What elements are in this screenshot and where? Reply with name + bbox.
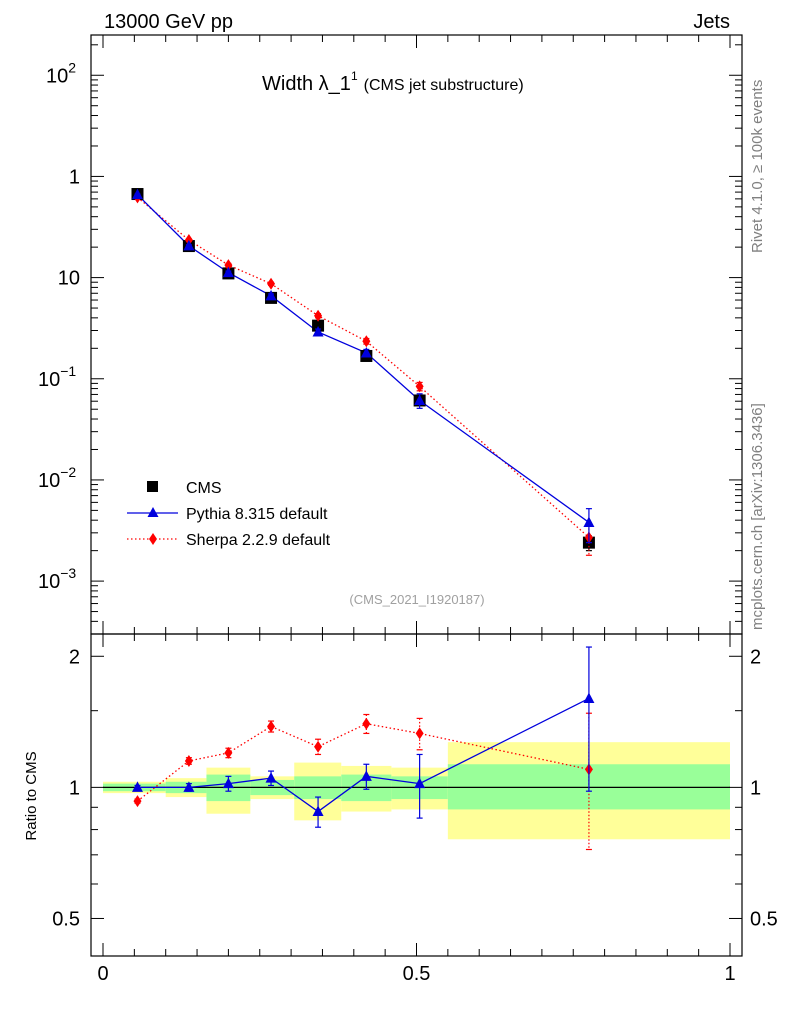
sherpa-ratio-marker bbox=[184, 754, 193, 767]
legend-sherpa-marker bbox=[149, 533, 157, 545]
ratio-y-tick-label-left: 2 bbox=[69, 646, 80, 668]
pythia-ratio-marker bbox=[222, 777, 234, 789]
ratio-x-tick-label: 1 bbox=[724, 963, 735, 985]
pythia-ratio-marker bbox=[414, 777, 426, 789]
sherpa-marker bbox=[415, 380, 424, 393]
sherpa-ratio-marker bbox=[362, 717, 371, 730]
main-plot-layer bbox=[131, 188, 595, 556]
main-y-tick-label: 10 bbox=[58, 268, 80, 290]
ratio-y-tick-label-right: 0.5 bbox=[750, 908, 778, 930]
sherpa-ratio-marker bbox=[224, 746, 233, 759]
rivet-label: Rivet 4.1.0, ≥ 100k events bbox=[749, 80, 766, 253]
sherpa-marker bbox=[267, 277, 276, 290]
sherpa-ratio-line bbox=[137, 723, 590, 802]
analysis-id: (CMS_2021_I1920187) bbox=[349, 592, 484, 607]
main-y-tick-label: 10−3 bbox=[38, 565, 76, 593]
pythia-marker bbox=[183, 239, 195, 251]
legend-sherpa-label: Sherpa 2.2.9 default bbox=[186, 532, 331, 549]
sherpa-marker bbox=[362, 335, 371, 348]
legend-pythia-label: Pythia 8.315 default bbox=[186, 506, 328, 523]
pythia-ratio-marker bbox=[131, 781, 143, 792]
ratio-x-tick-label: 0.5 bbox=[403, 963, 431, 985]
main-y-tick-label: 10−2 bbox=[38, 464, 76, 492]
ratio-y-tick-label-left: 1 bbox=[69, 777, 80, 799]
pythia-marker bbox=[131, 188, 143, 200]
ratio-uncertainty-bands bbox=[103, 742, 730, 840]
pythia-main-line bbox=[137, 194, 590, 523]
plot-title: Width λ_11 (CMS jet substructure) bbox=[262, 69, 524, 95]
pythia-ratio-marker bbox=[312, 805, 324, 817]
main-y-tick-label: 1 bbox=[69, 166, 80, 188]
sherpa-marker bbox=[314, 309, 323, 322]
ratio-x-tick-label: 0 bbox=[97, 963, 108, 985]
pythia-marker bbox=[312, 325, 324, 337]
pythia-marker bbox=[414, 394, 426, 405]
pythia-ratio-marker bbox=[183, 781, 195, 792]
pythia-ratio-marker bbox=[360, 770, 372, 781]
ratio-y-tick-label-left: 0.5 bbox=[52, 908, 80, 930]
pythia-marker bbox=[583, 516, 595, 527]
pythia-ratio-line bbox=[137, 697, 590, 813]
plot-title-suffix: (CMS jet substructure) bbox=[364, 77, 524, 94]
sherpa-ratio-marker bbox=[133, 795, 142, 808]
ratio-plot-layer bbox=[131, 646, 595, 851]
sherpa-marker bbox=[224, 259, 233, 272]
legend-pythia-marker bbox=[147, 507, 159, 517]
legend-cms-marker bbox=[147, 481, 158, 492]
main-y-tick-label: 102 bbox=[46, 59, 76, 87]
legend: CMS Pythia 8.315 default Sherpa 2.2.9 de… bbox=[127, 480, 331, 549]
sherpa-main-line bbox=[137, 196, 590, 538]
plot-title-superscript: 1 bbox=[351, 69, 358, 83]
energy-label: 13000 GeV pp bbox=[104, 11, 233, 33]
process-label: Jets bbox=[693, 11, 730, 33]
pythia-ratio-marker bbox=[265, 772, 277, 783]
sherpa-ratio-marker bbox=[415, 727, 424, 740]
ratio-y-tick-label-right: 2 bbox=[750, 646, 761, 668]
ratio-y-tick-label-right: 1 bbox=[750, 777, 761, 799]
ratio-ylabel: Ratio to CMS bbox=[23, 751, 40, 840]
pythia-marker bbox=[360, 346, 372, 358]
mcplots-label: mcplots.cern.ch [arXiv:1306.3436] bbox=[749, 403, 766, 630]
sherpa-ratio-marker bbox=[314, 740, 323, 753]
pythia-marker bbox=[222, 266, 234, 278]
main-y-tick-label: 10−1 bbox=[38, 363, 76, 391]
sherpa-ratio-marker bbox=[267, 720, 276, 733]
pythia-marker bbox=[265, 289, 277, 301]
plot-title-main: Width λ_1 bbox=[262, 73, 351, 95]
pythia-ratio-marker bbox=[583, 692, 595, 703]
axes-layer: 102 1 10 10−1 10−2 10−3 0 0.5 1 0.5 0.5 1 1 2 2 bbox=[38, 34, 778, 985]
legend-cms-label: CMS bbox=[186, 480, 222, 497]
